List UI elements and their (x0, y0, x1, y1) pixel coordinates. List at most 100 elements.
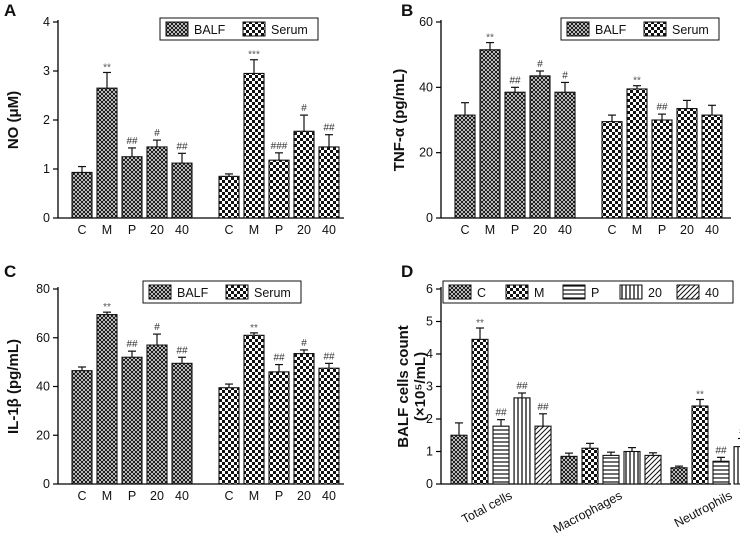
y-tick-label: 0 (426, 211, 433, 225)
legend-label: M (534, 286, 544, 300)
bar-20 (733, 446, 740, 485)
legend-label: Serum (672, 23, 709, 37)
y-tick-label: 1 (426, 445, 433, 459)
panel-b: B 0 20 40 60 TNF-α (pg/mL) C ** M ## P #20 #40 C ** M ##… (391, 1, 731, 237)
y-axis-label: NO (μM) (5, 91, 22, 149)
y-axis-label-units: (×10⁵/mL) (412, 352, 429, 421)
significance-label: ## (509, 75, 521, 86)
bar-balf (529, 75, 551, 219)
x-tick-label: 20 (680, 223, 694, 237)
y-axis-label: BALF cells count (395, 325, 412, 448)
y-tick-label: 20 (419, 146, 433, 160)
x-tick-label: P (275, 223, 283, 237)
bar-balf (479, 49, 501, 219)
bar-balf (121, 356, 143, 485)
y-tick-label: 4 (426, 347, 433, 361)
panel-a: A 0 1 2 3 4 NO (μM) C ** M ## P #20 ## 40 C *** M ### P #20 #… (4, 1, 344, 237)
legend-swatch (225, 284, 249, 300)
y-tick-label: 6 (426, 282, 433, 296)
legend-label: Serum (254, 286, 291, 300)
legend-label: C (477, 286, 486, 300)
panel-c: C 0 20 40 60 80 IL-1β (pg/mL) C ** M ## P #20 ## 40 C **… (4, 262, 344, 503)
bar-balf (71, 370, 93, 485)
y-tick-label: 3 (43, 64, 50, 78)
legend-swatch (566, 21, 590, 37)
bar-P (602, 454, 620, 485)
x-tick-label: 40 (705, 223, 719, 237)
significance-label: ## (273, 353, 285, 364)
panel-label: D (401, 262, 413, 281)
bar-M (471, 338, 489, 485)
bar-balf (171, 162, 193, 219)
x-tick-label: C (77, 489, 86, 503)
x-tick-label: 40 (322, 489, 336, 503)
bar-serum (626, 88, 648, 219)
x-tick-label: Total cells (459, 488, 514, 526)
bar-serum (218, 387, 240, 485)
y-tick-label: 3 (426, 380, 433, 394)
bar-balf (454, 114, 476, 219)
y-axis-label: IL-1β (pg/mL) (5, 339, 22, 434)
x-tick-label: P (128, 489, 136, 503)
y-tick-label: 60 (419, 15, 433, 29)
bar-C (450, 434, 468, 485)
x-tick-label: M (102, 223, 112, 237)
legend-label: 20 (648, 286, 662, 300)
bar-serum (243, 334, 265, 485)
significance-label: ** (633, 76, 641, 87)
bar-balf (96, 314, 118, 485)
bar-serum (218, 175, 240, 219)
bar-40 (644, 454, 662, 485)
legend-label: BALF (177, 286, 209, 300)
significance-label: ## (323, 123, 335, 134)
x-tick-label: M (632, 223, 642, 237)
x-tick-label: 40 (175, 489, 189, 503)
significance-label: ** (486, 33, 494, 44)
y-tick-label: 40 (419, 80, 433, 94)
x-tick-label: M (102, 489, 112, 503)
significance-label: ## (126, 136, 138, 147)
bar-balf (146, 146, 168, 219)
bar-M (581, 447, 599, 485)
x-tick-label: 20 (297, 223, 311, 237)
bar-40 (534, 425, 552, 485)
bar-P (492, 425, 510, 485)
legend-label: P (591, 286, 599, 300)
x-tick-label: M (249, 223, 259, 237)
bar-balf (554, 91, 576, 219)
y-tick-label: 0 (43, 477, 50, 491)
bar-balf (121, 156, 143, 219)
legend-label: BALF (595, 23, 627, 37)
bar-balf (96, 87, 118, 219)
significance-label: # (301, 103, 307, 114)
significance-label: # (562, 70, 568, 81)
x-tick-label: P (658, 223, 666, 237)
bar-balf (71, 171, 93, 219)
bar-20 (623, 450, 641, 485)
x-tick-label: 20 (150, 489, 164, 503)
y-axis-label: TNF-α (pg/mL) (391, 69, 408, 172)
bar-serum (268, 159, 290, 219)
significance-label: ** (103, 62, 111, 73)
y-tick-label: 80 (36, 282, 50, 296)
x-tick-label: 20 (150, 223, 164, 237)
bar-C (560, 455, 578, 485)
x-tick-label: P (128, 223, 136, 237)
legend-swatch (562, 284, 586, 300)
y-tick-label: 2 (426, 412, 433, 426)
significance-label: ## (176, 141, 188, 152)
x-tick-label: P (511, 223, 519, 237)
legend-swatch (505, 284, 529, 300)
y-tick-label: 60 (36, 331, 50, 345)
significance-label: ## (537, 402, 549, 413)
y-tick-label: 5 (426, 315, 433, 329)
x-tick-label: 20 (533, 223, 547, 237)
bar-M (691, 405, 709, 485)
x-tick-label: C (460, 223, 469, 237)
y-tick-label: 0 (43, 211, 50, 225)
y-tick-label: 0 (426, 477, 433, 491)
y-tick-label: 40 (36, 380, 50, 394)
bar-serum (293, 130, 315, 219)
